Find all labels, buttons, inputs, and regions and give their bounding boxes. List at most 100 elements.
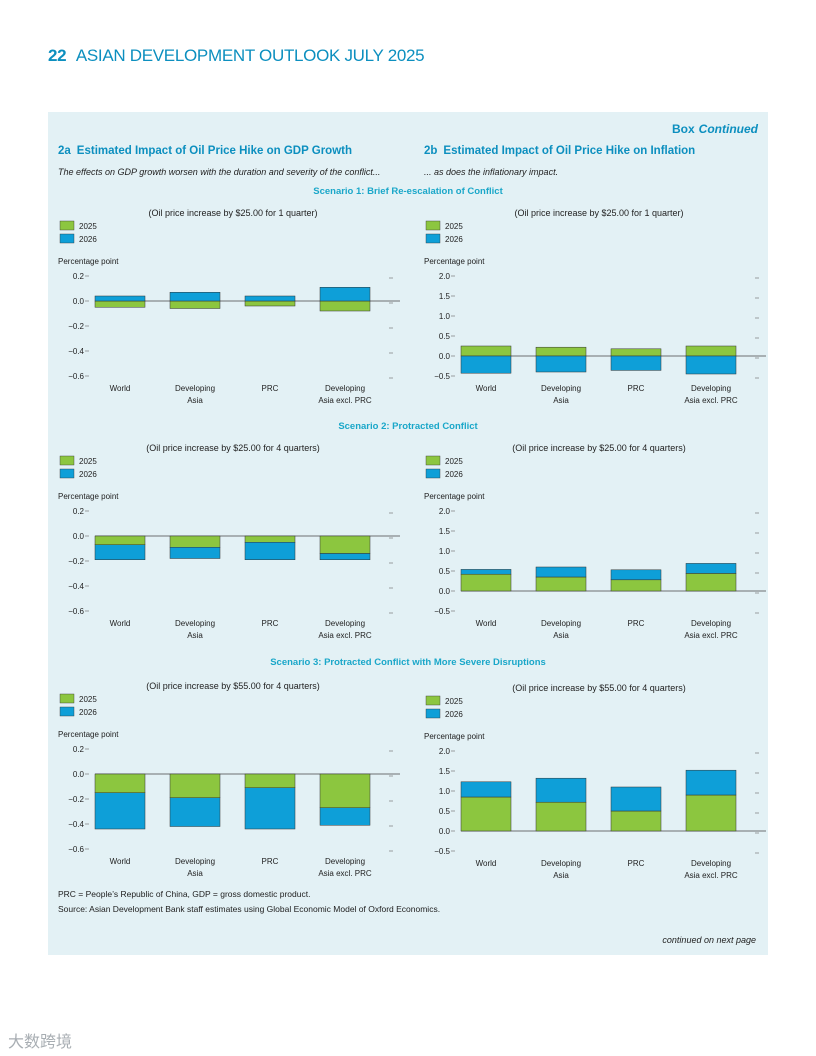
y-tick-label: 2.0 [439,272,451,281]
panel-2b-number: 2b [424,145,438,157]
y-tick-label: 1.5 [439,292,451,301]
box-label-prefix: Box [672,122,695,136]
x-category-label: PRC [262,619,279,628]
y-tick-label: 0.0 [73,532,85,541]
box-label-suffix: Continued [698,122,758,136]
y-tick-label: −0.4 [68,582,84,591]
abbreviation-note: PRC = People’s Republic of China, GDP = … [58,889,311,899]
panel-2b-title: 2b Estimated Impact of Oil Price Hike on … [424,145,695,157]
bar-2025 [319,535,371,554]
x-category-label: PRC [628,859,645,868]
y-axis-label: Percentage point [58,730,119,739]
bar-2025 [94,535,146,545]
x-category-label: Developing [175,619,215,628]
bar-2026 [460,781,512,798]
x-category-label: Asia excl. PRC [318,631,372,640]
publication-title: ASIAN DEVELOPMENT OUTLOOK JULY 2025 [75,46,425,65]
x-category-label: Developing [175,857,215,866]
scenario-2-heading: Scenario 2: Protracted Conflict [338,421,478,432]
x-category-label: Asia excl. PRC [318,396,372,405]
legend-swatch-2025 [59,220,75,231]
page-number: 22 [48,46,67,65]
x-category-label: Asia [553,871,569,880]
continued-note: continued on next page [662,935,756,945]
legend-swatch-2026 [59,468,75,479]
y-tick-label: −0.5 [434,847,450,856]
x-category-label: Asia excl. PRC [684,631,738,640]
panel-2b-title-text: Estimated Impact of Oil Price Hike on In… [443,145,696,157]
chart-subtitle: (Oil price increase by $55.00 for 4 quar… [512,683,686,693]
panel-2a-title-text: Estimated Impact of Oil Price Hike on GD… [76,145,353,157]
bar-2026 [94,295,146,302]
panel-2a-number: 2a [58,145,71,157]
source-note: Source: Asian Development Bank staff est… [58,904,441,914]
x-category-label: World [110,384,131,393]
legend-swatch-2025 [425,455,441,466]
y-tick-label: 1.0 [439,547,451,556]
legend-swatch-2026 [425,233,441,244]
x-category-label: World [476,859,497,868]
x-category-label: Asia [553,631,569,640]
x-category-label: World [110,857,131,866]
chart-subtitle: (Oil price increase by $25.00 for 4 quar… [512,443,686,453]
y-tick-label: 0.0 [73,297,85,306]
bar-2026 [685,769,737,796]
y-tick-label: 1.0 [439,312,451,321]
x-category-label: World [476,384,497,393]
bar-2025 [169,300,221,309]
legend-swatch-2025 [59,455,75,466]
bar-2026 [319,553,371,560]
legend-label-2026: 2026 [445,470,463,479]
chart-subtitle: (Oil price increase by $25.00 for 1 quar… [514,208,683,218]
chart-subtitle: (Oil price increase by $25.00 for 4 quar… [146,443,320,453]
bar-2025 [535,801,587,832]
legend-swatch-2026 [59,706,75,717]
chart-subtitle: (Oil price increase by $55.00 for 4 quar… [146,681,320,691]
bar-2025 [244,300,296,307]
chart-s1-inflation: (Oil price increase by $25.00 for 1 quar… [424,204,774,409]
x-category-label: Asia excl. PRC [318,869,372,878]
chart-s2-gdp: (Oil price increase by $25.00 for 4 quar… [58,439,408,644]
y-tick-label: 0.2 [73,745,85,754]
page-header: 22 ASIAN DEVELOPMENT OUTLOOK JULY 2025 [48,46,425,66]
x-category-label: Developing [541,384,581,393]
bar-2025 [685,573,737,592]
y-tick-label: 0.0 [439,587,451,596]
bar-2025 [610,810,662,832]
bar-2026 [685,355,737,375]
legend-swatch-2025 [59,693,75,704]
bar-2026 [685,563,737,574]
x-category-label: Asia [187,631,203,640]
legend-swatch-2025 [425,695,441,706]
bar-2025 [535,576,587,592]
x-category-label: PRC [262,857,279,866]
y-tick-label: −0.5 [434,607,450,616]
x-category-label: Asia [187,396,203,405]
x-category-label: Developing [175,384,215,393]
y-axis-label: Percentage point [424,257,485,266]
legend-label-2026: 2026 [445,235,463,244]
y-tick-label: 0.5 [439,332,451,341]
y-tick-label: 1.5 [439,527,451,536]
legend-label-2026: 2026 [445,710,463,719]
box-panel: Box Continued 2a Estimated Impact of Oil P… [48,112,768,955]
legend-swatch-2026 [425,468,441,479]
y-axis-label: Percentage point [58,257,119,266]
y-tick-label: 2.0 [439,507,451,516]
bar-2026 [610,355,662,371]
watermark: 大数跨境 [8,1034,73,1051]
x-category-label: Asia [187,869,203,878]
box-continued-label: Box Continued [672,122,758,136]
bar-2025 [535,346,587,357]
x-category-label: Developing [691,619,731,628]
scenario-1-heading: Scenario 1: Brief Re-escalation of Confl… [313,186,503,197]
y-tick-label: −0.4 [68,820,84,829]
bar-2026 [244,542,296,560]
bar-2026 [460,569,512,575]
panel-2b-subtitle: ... as does the inflationary impact. [424,167,559,177]
bar-2026 [244,787,296,830]
x-category-label: Developing [541,619,581,628]
x-category-label: Developing [325,619,365,628]
x-category-label: Asia [553,396,569,405]
x-category-label: Developing [325,384,365,393]
